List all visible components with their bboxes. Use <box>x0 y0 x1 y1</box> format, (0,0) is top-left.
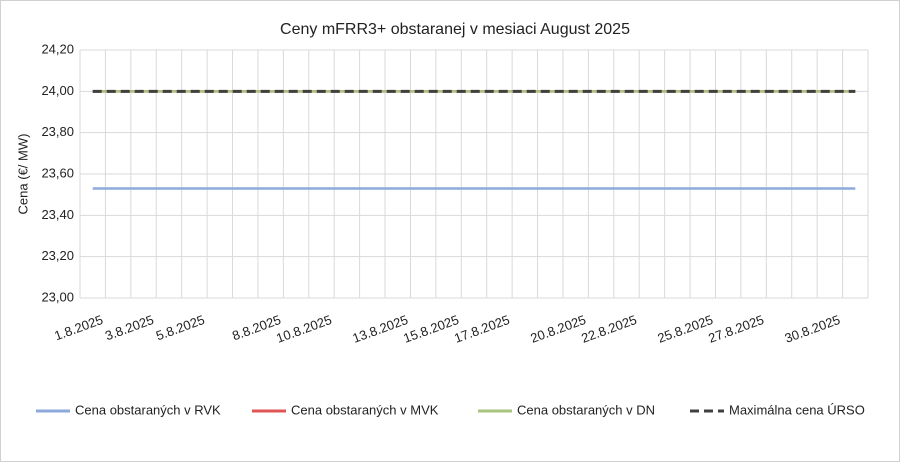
y-tick-label: 23,20 <box>41 248 74 263</box>
legend-label: Cena obstaraných v DN <box>517 402 655 417</box>
chart-title: Ceny mFRR3+ obstaranej v mesiaci August … <box>280 21 630 38</box>
legend-label: Maximálna cena ÚRSO <box>729 402 865 417</box>
y-axis-label: Cena (€/ MW) <box>15 134 30 215</box>
y-tick-label: 23,80 <box>41 124 74 139</box>
y-tick-label: 24,20 <box>41 41 74 56</box>
y-tick-label: 24,00 <box>41 83 74 98</box>
legend-label: Cena obstaraných v RVK <box>75 402 221 417</box>
y-tick-label: 23,60 <box>41 165 74 180</box>
y-tick-label: 23,40 <box>41 207 74 222</box>
legend-label: Cena obstaraných v MVK <box>291 402 439 417</box>
y-tick-label: 23,00 <box>41 289 74 304</box>
